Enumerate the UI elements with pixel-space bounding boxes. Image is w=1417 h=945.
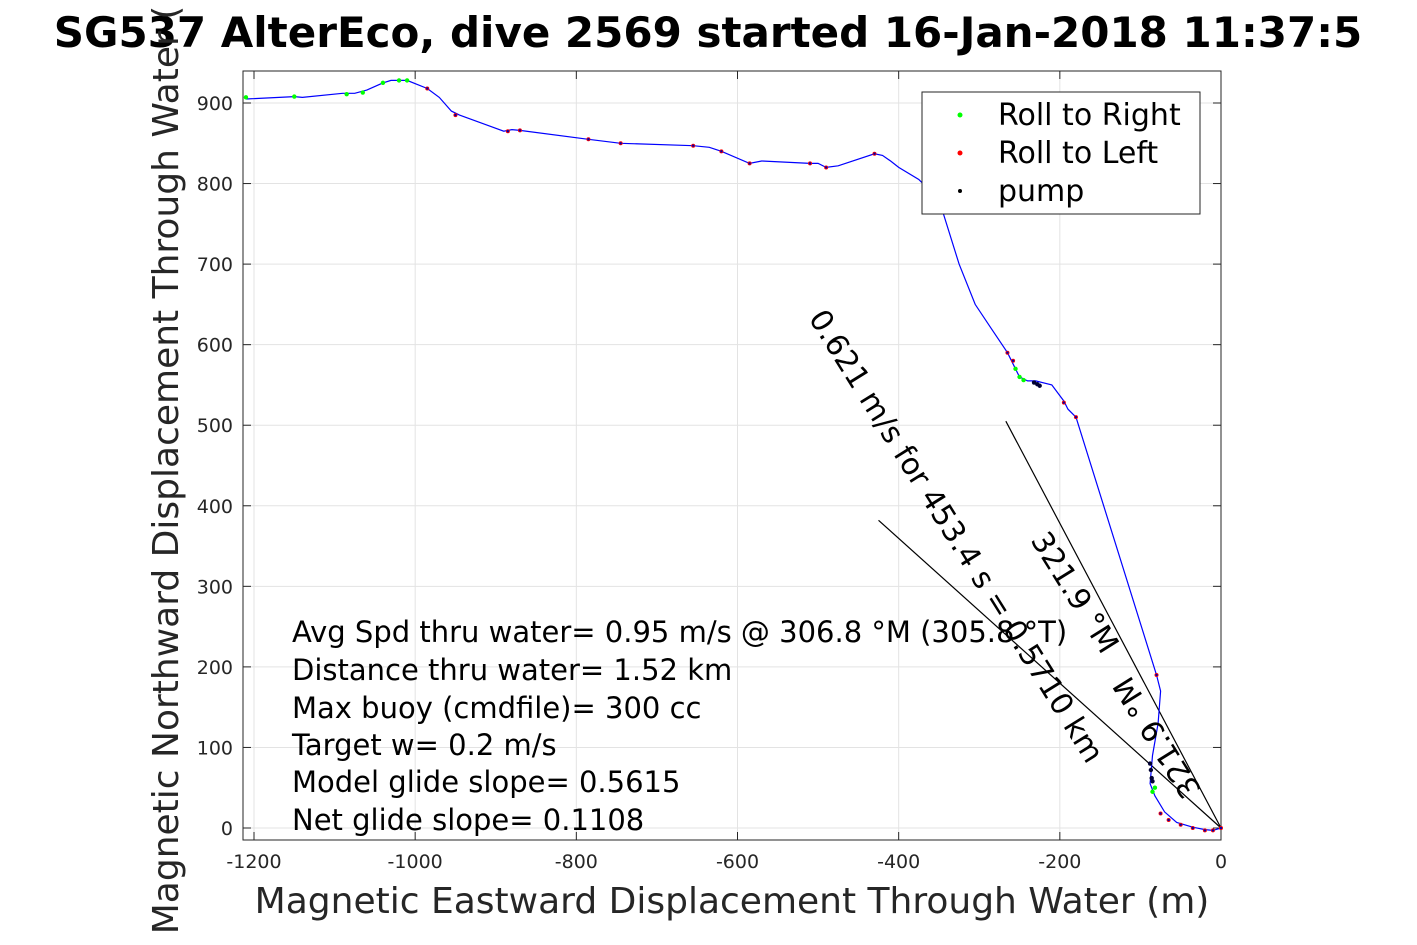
pump-point (1037, 383, 1042, 388)
roll-left-point-center (454, 113, 457, 117)
y-tick-label: 900 (197, 93, 233, 115)
legend-marker-roll-right (957, 112, 963, 118)
roll-left-point-center (1167, 818, 1170, 822)
roll-left-point-center (1203, 829, 1207, 832)
x-tick-label: -1200 (226, 851, 281, 873)
roll-right-point (344, 91, 349, 97)
roll-right-point (1017, 374, 1022, 380)
x-tick-label: -400 (877, 851, 920, 873)
legend-marker-pump (958, 189, 962, 193)
roll-right-point (380, 80, 386, 86)
y-tick-label: 200 (197, 657, 233, 679)
roll-right-point (1152, 785, 1158, 790)
roll-right-point (404, 78, 410, 83)
legend-label-pump: pump (998, 174, 1084, 209)
annotation-distance: Distance thru water= 1.52 km (292, 653, 732, 687)
x-axis-label: Magnetic Eastward Displacement Through W… (255, 881, 1210, 922)
x-axis-ticks: -1200 -1000 -800 -600 -400 -200 0 (226, 71, 1227, 873)
roll-left-point-center (1011, 359, 1015, 362)
roll-left-point-center (1219, 826, 1223, 830)
roll-right-point (396, 78, 402, 83)
x-tick-label: -200 (1038, 851, 1081, 873)
x-tick-label: -800 (555, 851, 598, 873)
annotation-model-glide: Model glide slope= 0.5615 (292, 765, 680, 799)
y-axis-ticks: 0 100 200 300 400 500 600 700 800 900 (197, 93, 1221, 840)
roll-right-point (1150, 789, 1155, 794)
reference-line (878, 519, 1222, 829)
roll-left-point-center (720, 150, 723, 153)
roll-left-point-center (1006, 351, 1009, 354)
roll-right-point (360, 90, 365, 95)
y-tick-label: 0 (221, 818, 233, 840)
legend-label-roll-left: Roll to Left (998, 136, 1158, 171)
roll-left-point-center (587, 138, 590, 141)
y-tick-label: 800 (197, 174, 233, 196)
chart-title: SG537 AlterEco, dive 2569 started 16-Jan… (54, 8, 1362, 57)
roll-left-point-center (1211, 829, 1215, 832)
pump-point (1147, 761, 1153, 766)
series (245, 79, 1222, 832)
legend-box (921, 91, 1201, 215)
roll-left-point-center (506, 129, 510, 133)
roll-left-point-center (691, 144, 695, 147)
pump-point (1148, 767, 1154, 773)
annotation-max-buoy: Max buoy (cmdfile)= 300 cc (292, 691, 701, 725)
x-tick-label: -1000 (388, 851, 443, 873)
roll-left-point-center (1159, 812, 1162, 815)
reference-lines (878, 420, 1222, 829)
y-tick-label: 100 (197, 737, 233, 759)
roll-left-point-center (873, 152, 876, 155)
roll-left-point-center (426, 87, 429, 90)
x-tick-label: -600 (716, 851, 759, 873)
track-line (245, 79, 1222, 832)
roll-left-point-center (824, 166, 828, 169)
stats-annotations: Avg Spd thru water= 0.95 m/s @ 306.8 °M … (291, 615, 1067, 837)
roll-left-point-center (1179, 823, 1182, 826)
y-tick-label: 700 (197, 254, 233, 276)
roll-left-point-center (1155, 673, 1158, 677)
annotation-target-w: Target w= 0.2 m/s (291, 728, 557, 762)
roll-left-point-center (1074, 415, 1078, 419)
legend-label-roll-right: Roll to Right (998, 98, 1181, 133)
markers (243, 78, 1223, 833)
roll-right-point (292, 94, 297, 99)
reference-line (1005, 420, 1222, 829)
roll-left-point-center (748, 162, 751, 165)
roll-left-point-center (1191, 826, 1194, 830)
roll-right-point (1013, 366, 1018, 372)
legend: Roll to Right Roll to Left pump (921, 91, 1201, 215)
roll-left-point-center (518, 129, 522, 132)
pump-point (1150, 779, 1155, 784)
roll-right-point (1021, 377, 1026, 383)
annotation-net-glide: Net glide slope= 0.1108 (292, 803, 644, 837)
grid (243, 71, 1222, 840)
y-tick-label: 400 (197, 496, 233, 518)
roll-right-point (243, 95, 249, 100)
y-tick-label: 500 (197, 415, 233, 437)
y-axis-label: Magnetic Northward Displacement Through … (146, 6, 187, 935)
legend-marker-roll-left (957, 150, 963, 156)
annotation-avg-speed: Avg Spd thru water= 0.95 m/s @ 306.8 °M … (292, 615, 1067, 649)
y-tick-label: 300 (197, 576, 233, 598)
x-tick-label: 0 (1215, 851, 1227, 873)
y-tick-label: 600 (197, 335, 233, 357)
roll-left-point-center (1062, 401, 1066, 404)
roll-left-point-center (619, 142, 622, 145)
plot-frame (242, 70, 1222, 841)
roll-left-point-center (808, 162, 812, 165)
